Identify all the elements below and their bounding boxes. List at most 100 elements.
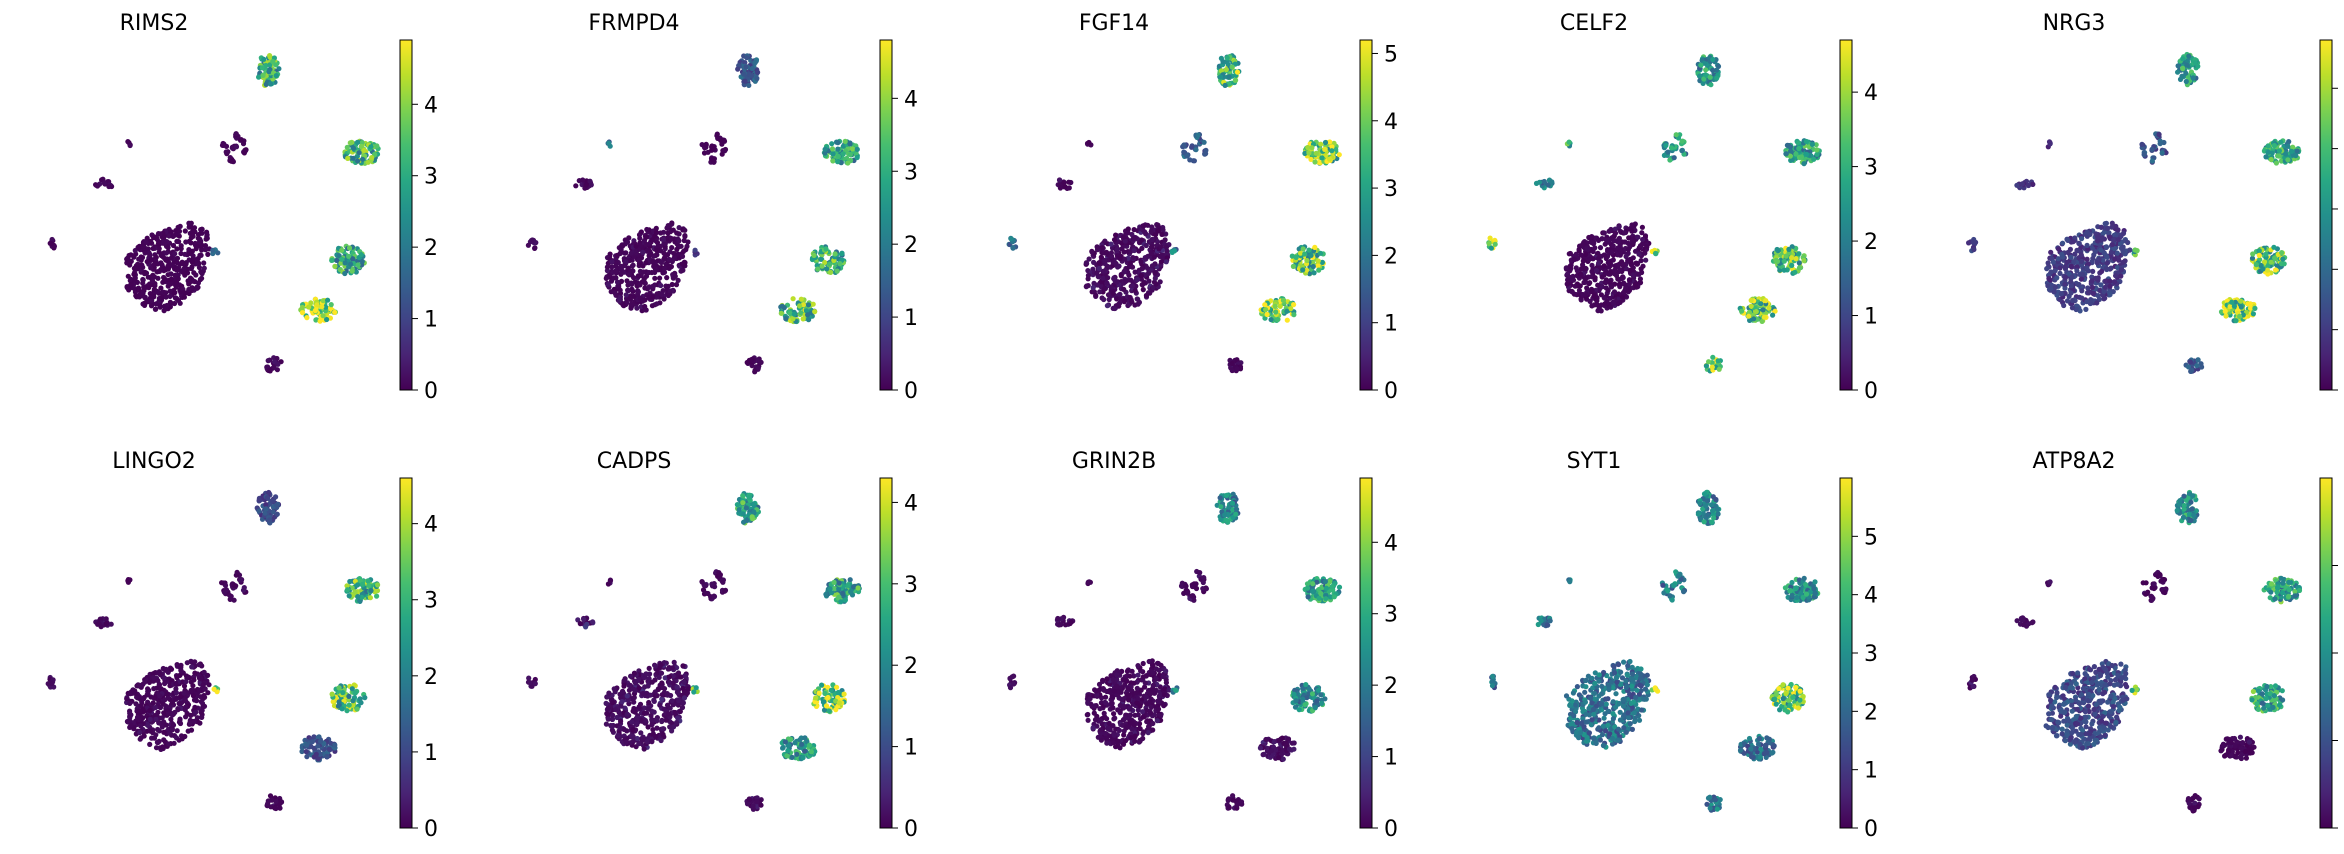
cell-point xyxy=(749,65,755,72)
cell-point xyxy=(815,266,821,272)
cell-point xyxy=(1703,67,1709,73)
cell-point xyxy=(156,670,162,676)
cell-point xyxy=(161,278,168,284)
cell-point xyxy=(336,685,342,691)
cell-point xyxy=(186,290,192,297)
cell-point xyxy=(1608,284,1615,290)
cell-point xyxy=(2264,267,2270,273)
cell-point xyxy=(193,698,200,704)
cell-point xyxy=(347,578,353,585)
cell-point xyxy=(2102,284,2108,290)
cell-point xyxy=(342,260,348,266)
cell-point xyxy=(1141,280,1147,286)
cell-point xyxy=(181,270,188,276)
cell-point xyxy=(2103,244,2109,250)
cell-point xyxy=(1152,275,1158,281)
cell-point xyxy=(2046,139,2053,145)
cell-point xyxy=(839,251,845,257)
cell-point xyxy=(703,142,709,148)
cell-point xyxy=(140,290,146,296)
panel-title: RIMS2 xyxy=(120,11,189,36)
colorbar-tick-label: 2 xyxy=(1864,230,1878,255)
cell-point xyxy=(153,254,159,260)
colorbar xyxy=(399,39,413,391)
cell-point xyxy=(623,292,629,298)
cell-point xyxy=(147,728,154,734)
cell-point xyxy=(604,264,610,270)
cell-point xyxy=(1223,67,1229,73)
cell-point xyxy=(1202,151,1208,157)
cell-point xyxy=(2247,301,2253,307)
cell-point xyxy=(163,257,169,263)
cell-point xyxy=(845,160,851,166)
cell-point xyxy=(329,257,335,263)
cell-point xyxy=(344,144,350,150)
cell-point xyxy=(145,246,151,252)
cell-point xyxy=(2127,247,2133,253)
colorbar-tick-label: 3 xyxy=(1384,177,1398,202)
cell-point xyxy=(346,245,353,251)
cell-point xyxy=(256,497,262,503)
cell-point xyxy=(176,239,182,245)
cell-point xyxy=(661,265,668,271)
cell-point xyxy=(835,146,841,152)
cell-point xyxy=(164,691,170,697)
cell-point xyxy=(264,495,270,501)
cell-point xyxy=(2080,271,2086,278)
cell-point xyxy=(2285,143,2291,149)
cell-point xyxy=(1770,312,1776,318)
cell-point xyxy=(1746,313,1752,319)
cell-point xyxy=(151,686,157,692)
cell-point xyxy=(205,251,211,257)
cell-point xyxy=(168,229,174,235)
cell-point xyxy=(146,285,152,291)
cell-point xyxy=(154,269,160,275)
cell-point xyxy=(1131,247,1137,254)
cell-point xyxy=(2068,283,2074,289)
cell-point xyxy=(1273,309,1279,315)
cell-point xyxy=(2183,78,2189,85)
cell-point xyxy=(267,62,273,68)
cell-point xyxy=(790,296,796,302)
cell-point xyxy=(744,55,750,61)
cell-point xyxy=(204,232,210,238)
cell-point xyxy=(178,668,184,674)
colorbar-tick-label: 2 xyxy=(424,236,438,261)
colorbar-tick-label: 2 xyxy=(1384,244,1398,269)
cell-point xyxy=(2283,151,2289,157)
cell-point xyxy=(2054,275,2060,281)
cell-point xyxy=(191,719,197,725)
cell-point xyxy=(798,296,804,302)
cell-point xyxy=(573,183,579,189)
cell-point xyxy=(2252,305,2258,311)
cell-point xyxy=(1274,316,1280,323)
cell-point xyxy=(1315,263,1321,269)
cell-point xyxy=(668,235,674,241)
cell-point xyxy=(1140,223,1146,229)
cell-point xyxy=(1796,265,1803,271)
cell-point xyxy=(2076,281,2082,288)
cell-point xyxy=(1602,270,1608,277)
cell-point xyxy=(1112,305,1118,312)
cell-point xyxy=(1189,144,1195,150)
cell-point xyxy=(194,284,200,290)
cell-point xyxy=(665,230,671,236)
cell-point xyxy=(228,593,234,599)
cell-point xyxy=(2149,158,2155,164)
cell-point xyxy=(628,250,634,256)
cell-point xyxy=(679,253,686,259)
cell-point xyxy=(1163,259,1169,265)
cell-point xyxy=(134,266,140,272)
cell-point xyxy=(1609,235,1615,241)
cell-point xyxy=(1111,237,1118,243)
cell-point xyxy=(1783,151,1789,157)
colorbar-tick-label: 4 xyxy=(1864,81,1878,106)
cell-point xyxy=(630,262,636,268)
cell-point xyxy=(238,577,244,583)
cell-point xyxy=(1222,82,1228,88)
cell-point xyxy=(167,288,173,294)
cell-point xyxy=(1716,366,1722,372)
colorbar-tick-label: 4 xyxy=(904,87,918,112)
cell-point xyxy=(171,300,178,307)
cell-point xyxy=(1570,277,1577,283)
